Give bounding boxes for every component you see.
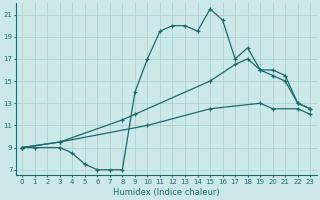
X-axis label: Humidex (Indice chaleur): Humidex (Indice chaleur) <box>113 188 220 197</box>
